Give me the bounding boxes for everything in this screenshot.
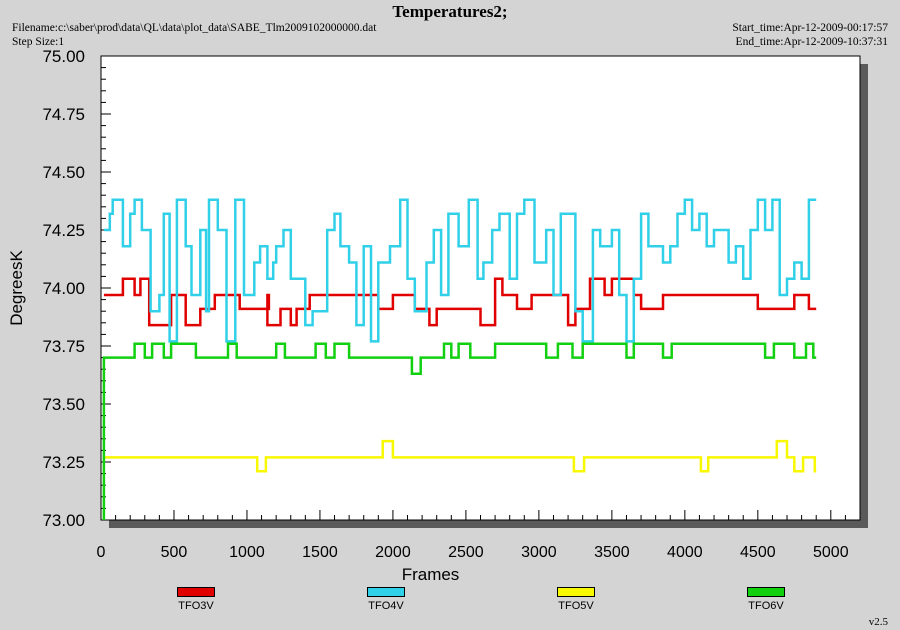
y-tick-label: 75.00	[42, 47, 85, 66]
x-tick-label: 3500	[594, 544, 630, 561]
series-line-tfo3v	[103, 277, 817, 327]
x-tick-label: 2000	[375, 544, 411, 561]
start-time-label: Start_time:Apr-12-2009-00:17:57	[732, 22, 888, 34]
legend-item-tfo6v: TFO6V	[726, 587, 806, 612]
series-line-tfo6v	[102, 342, 817, 520]
legend-swatch	[557, 587, 595, 597]
end-time-label: End_time:Apr-12-2009-10:37:31	[735, 36, 888, 48]
x-tick-label: 4500	[740, 544, 776, 561]
plot-area	[100, 55, 861, 521]
y-tick-label: 73.25	[42, 453, 85, 472]
y-tick-label: 74.50	[42, 163, 85, 182]
x-tick-label: 3000	[521, 544, 557, 561]
y-tick-label: 74.25	[42, 221, 85, 240]
legend-swatch	[747, 587, 785, 597]
x-tick-label: 1000	[229, 544, 265, 561]
y-tick-label: 73.00	[42, 511, 85, 530]
chart-title: Temperatures2;	[392, 2, 508, 21]
legend-label: TFO5V	[558, 600, 594, 612]
series-line-tfo4v	[103, 198, 817, 343]
x-tick-label: 5000	[813, 544, 849, 561]
legend-swatch	[177, 587, 215, 597]
filename-label: Filename:c:\saber\prod\data\QL\data\plot…	[12, 22, 377, 34]
legend-label: TFO4V	[368, 600, 404, 612]
y-tick-label: 73.50	[42, 395, 85, 414]
x-tick-label: 4000	[667, 544, 703, 561]
x-tick-label: 0	[97, 544, 106, 561]
legend-label: TFO6V	[748, 600, 784, 612]
series-line-tfo5v	[103, 439, 817, 473]
step-size-label: Step Size:1	[12, 36, 65, 48]
legend-swatch	[367, 587, 405, 597]
y-tick-label: 74.00	[42, 279, 85, 298]
x-tick-label: 2500	[448, 544, 484, 561]
legend-item-tfo4v: TFO4V	[346, 587, 426, 612]
legend-item-tfo5v: TFO5V	[536, 587, 616, 612]
x-tick-label: 500	[161, 544, 188, 561]
x-axis-label: Frames	[402, 565, 460, 584]
legend-label: TFO3V	[178, 600, 214, 612]
y-axis-label: DegreesK	[7, 250, 26, 326]
y-tick-label: 74.75	[42, 105, 85, 124]
y-tick-label: 73.75	[42, 337, 85, 356]
version-label: v2.5	[868, 616, 888, 628]
x-tick-label: 1500	[302, 544, 338, 561]
legend-item-tfo3v: TFO3V	[156, 587, 236, 612]
